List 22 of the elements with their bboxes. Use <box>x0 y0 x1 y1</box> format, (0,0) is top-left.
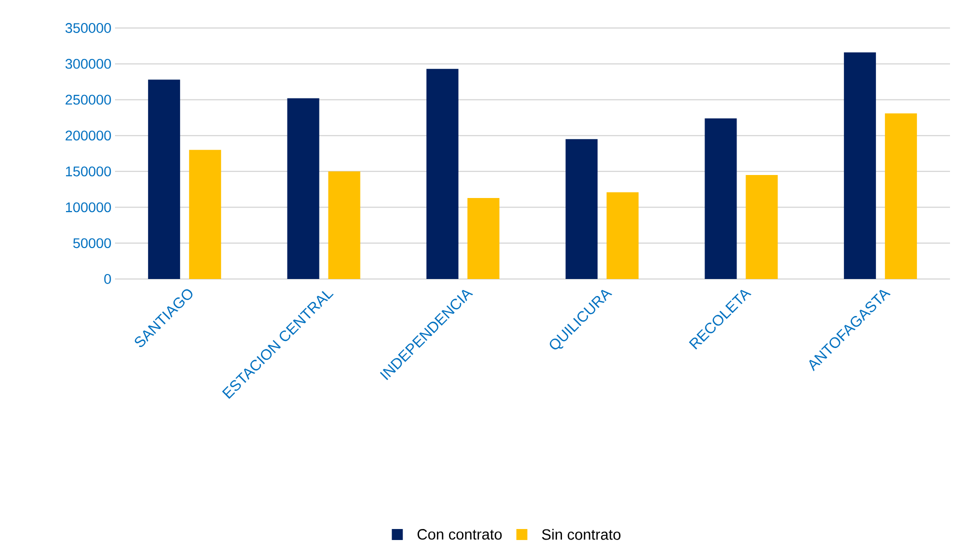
bar <box>844 52 876 279</box>
y-tick-label: 200000 <box>66 130 111 141</box>
bar <box>704 118 737 279</box>
y-tick-label: 250000 <box>66 94 111 105</box>
y-tick-label: 100000 <box>66 202 111 212</box>
y-tick-label: 0 <box>104 274 111 284</box>
bar <box>328 171 360 279</box>
bar <box>467 198 500 279</box>
bar <box>426 68 458 279</box>
legend-label: Sin contrato <box>542 528 620 540</box>
bar <box>189 150 222 279</box>
bar <box>884 113 917 279</box>
legend-label: Con contrato <box>418 529 502 540</box>
y-tick-label: 50000 <box>73 238 111 248</box>
y-tick-label: 350000 <box>65 23 111 33</box>
bar <box>148 80 180 279</box>
bar <box>606 192 639 279</box>
y-tick-label: 300000 <box>65 58 111 69</box>
bar <box>287 98 320 279</box>
bar <box>566 139 598 279</box>
y-tick-label: 150000 <box>66 166 111 176</box>
bar <box>746 175 778 279</box>
